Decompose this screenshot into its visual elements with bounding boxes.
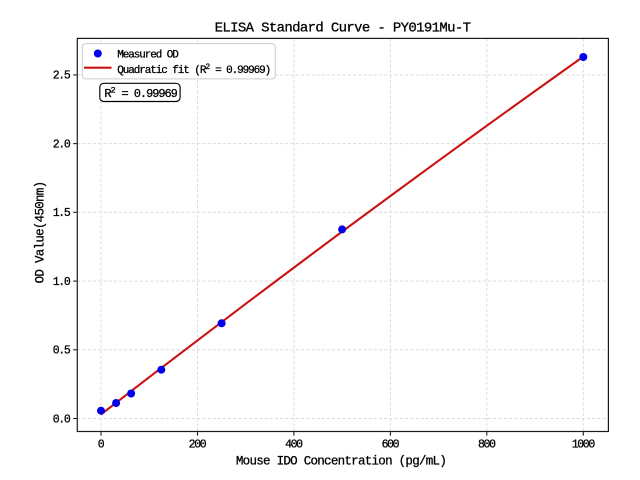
svg-text:Mouse IDO Concentration (pg/mL: Mouse IDO Concentration (pg/mL) — [236, 455, 446, 469]
svg-text:R2 = 0.99969: R2 = 0.99969 — [104, 86, 177, 101]
svg-text:400: 400 — [285, 439, 303, 452]
svg-text:Quadratic fit (R2 = 0.99969): Quadratic fit (R2 = 0.99969) — [117, 63, 270, 77]
svg-text:1000: 1000 — [572, 439, 596, 452]
svg-text:2.5: 2.5 — [53, 70, 71, 83]
svg-text:ELISA Standard Curve - PY0191M: ELISA Standard Curve - PY0191Mu-T — [215, 21, 471, 37]
svg-text:0.5: 0.5 — [53, 345, 71, 358]
svg-text:800: 800 — [478, 439, 496, 452]
svg-text:200: 200 — [189, 439, 207, 452]
svg-text:1.0: 1.0 — [53, 276, 71, 289]
svg-text:0: 0 — [98, 439, 105, 452]
svg-text:OD Value(450nm): OD Value(450nm) — [33, 182, 47, 284]
svg-text:1.5: 1.5 — [53, 207, 71, 220]
svg-text:600: 600 — [382, 439, 400, 452]
svg-text:Measured OD: Measured OD — [117, 50, 179, 62]
svg-text:2.0: 2.0 — [53, 138, 71, 151]
svg-text:0.0: 0.0 — [53, 413, 71, 426]
